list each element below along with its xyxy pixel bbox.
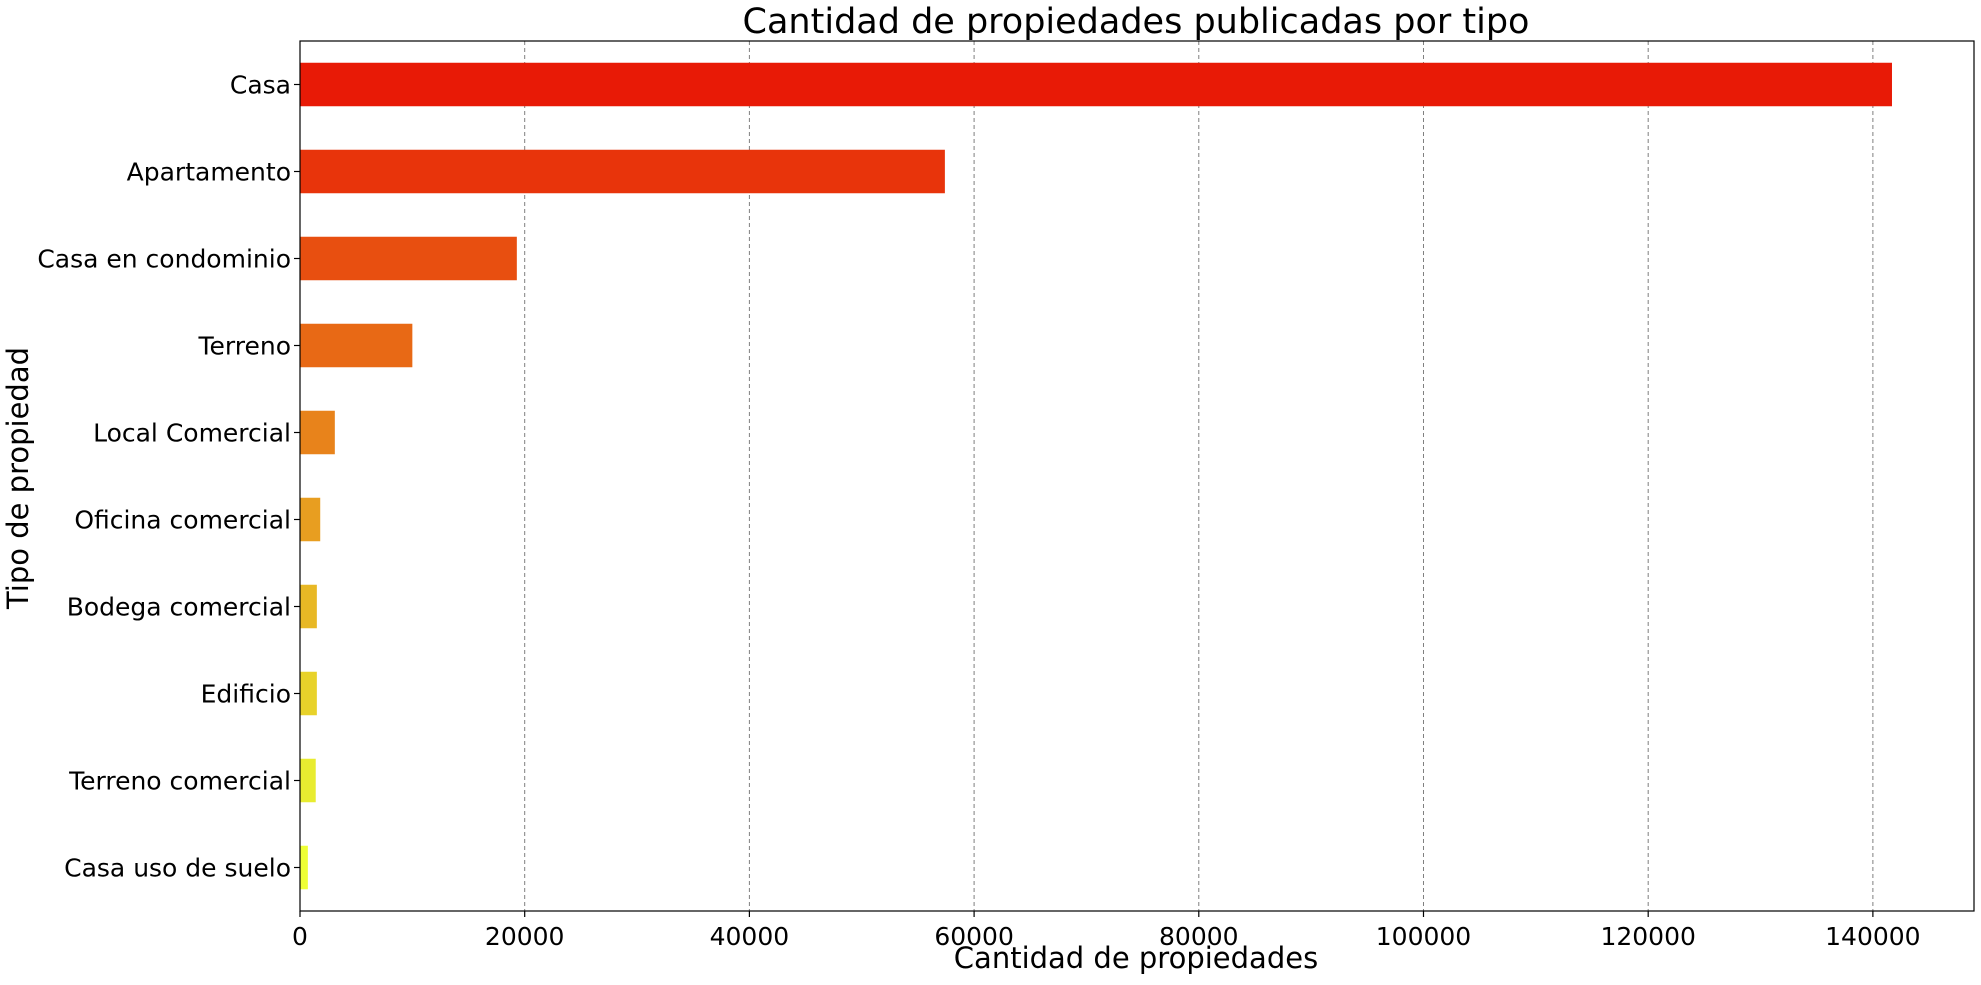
x-tick-label: 140000 (1825, 922, 1920, 951)
y-tick-label: Bodega comercial (67, 593, 291, 622)
chart-title: Cantidad de propiedades publicadas por t… (743, 2, 1530, 42)
x-tick-label: 80000 (1159, 922, 1239, 951)
y-tick-label: Terreno comercial (68, 767, 291, 796)
bar (300, 62, 1892, 107)
bar (300, 584, 317, 629)
x-axis-label: Cantidad de propiedades (954, 941, 1318, 975)
bar (300, 236, 517, 281)
y-tick-label: Terreno (198, 332, 292, 361)
bar (300, 323, 413, 368)
bar (300, 671, 317, 716)
y-tick-label: Apartamento (127, 158, 291, 187)
ticks: Casa Apartamento Casa en condominio Terreno… (37, 71, 1920, 952)
y-axis-label: Tipo de propiedad (1, 347, 35, 610)
y-tick-label: Casa (230, 71, 291, 100)
bar (300, 410, 335, 455)
bars (300, 62, 1892, 890)
plot-frame (299, 40, 1975, 912)
y-tick-label: Casa en condominio (37, 245, 291, 274)
x-tick-label: 100000 (1376, 922, 1471, 951)
x-tick-label: 20000 (485, 922, 565, 951)
x-tick-label: 40000 (710, 922, 790, 951)
bar (300, 845, 308, 890)
bar (300, 497, 321, 542)
x-tick-label: 120000 (1600, 922, 1695, 951)
y-tick-label: Casa uso de suelo (64, 854, 291, 883)
y-tick-label: Oficina comercial (74, 506, 291, 535)
y-tick-label: Edificio (201, 680, 291, 709)
bar (300, 149, 945, 194)
grid-lines (524, 41, 1874, 911)
axes (299, 40, 1975, 912)
x-tick-label: 60000 (934, 922, 1014, 951)
bar (300, 758, 316, 803)
y-tick-label: Local Comercial (93, 419, 291, 448)
x-tick-label: 0 (292, 922, 308, 951)
